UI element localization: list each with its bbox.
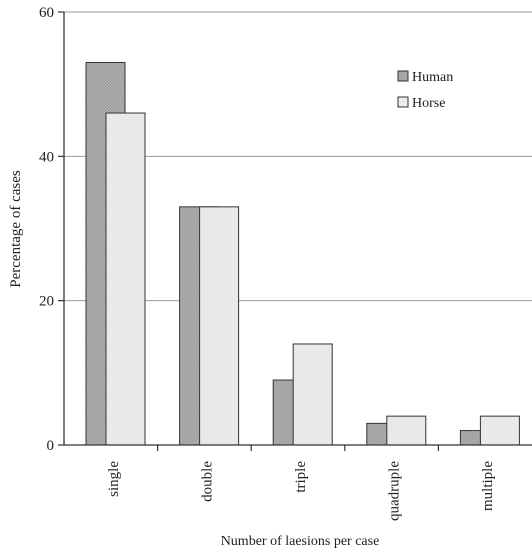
bar-horse-multiple [479, 415, 520, 446]
legend-swatch-horse [397, 96, 409, 108]
axes [58, 11, 532, 451]
x-tick-label-multiple: multiple [480, 461, 496, 511]
bar-horse-single [105, 112, 146, 446]
legend: Human Horse [397, 70, 453, 111]
legend-label-human: Human [412, 70, 453, 85]
x-tick-label-double: double [199, 461, 215, 502]
y-tick-label-20: 20 [39, 294, 54, 310]
x-tick-label-single: single [106, 461, 122, 497]
legend-swatch-human [397, 70, 409, 82]
bars [85, 62, 520, 446]
y-tick-label-40: 40 [39, 149, 54, 165]
x-axis-label: Number of laesions per case [221, 534, 380, 549]
y-tick-label-0: 0 [47, 438, 55, 454]
bar-horse-triple [292, 343, 333, 446]
x-tick-labels: single double triple quadruple multiple [106, 461, 496, 521]
legend-label-horse: Horse [412, 96, 445, 111]
bar-horse-double [199, 206, 240, 446]
x-tick-label-triple: triple [293, 461, 309, 493]
y-tick-label-60: 60 [39, 5, 54, 21]
y-axis-label: Percentage of cases [8, 170, 24, 288]
x-tick-label-quadruple: quadruple [387, 461, 403, 521]
bar-horse-quadruple [386, 415, 427, 446]
y-tick-labels: 0 20 40 60 [39, 5, 54, 454]
